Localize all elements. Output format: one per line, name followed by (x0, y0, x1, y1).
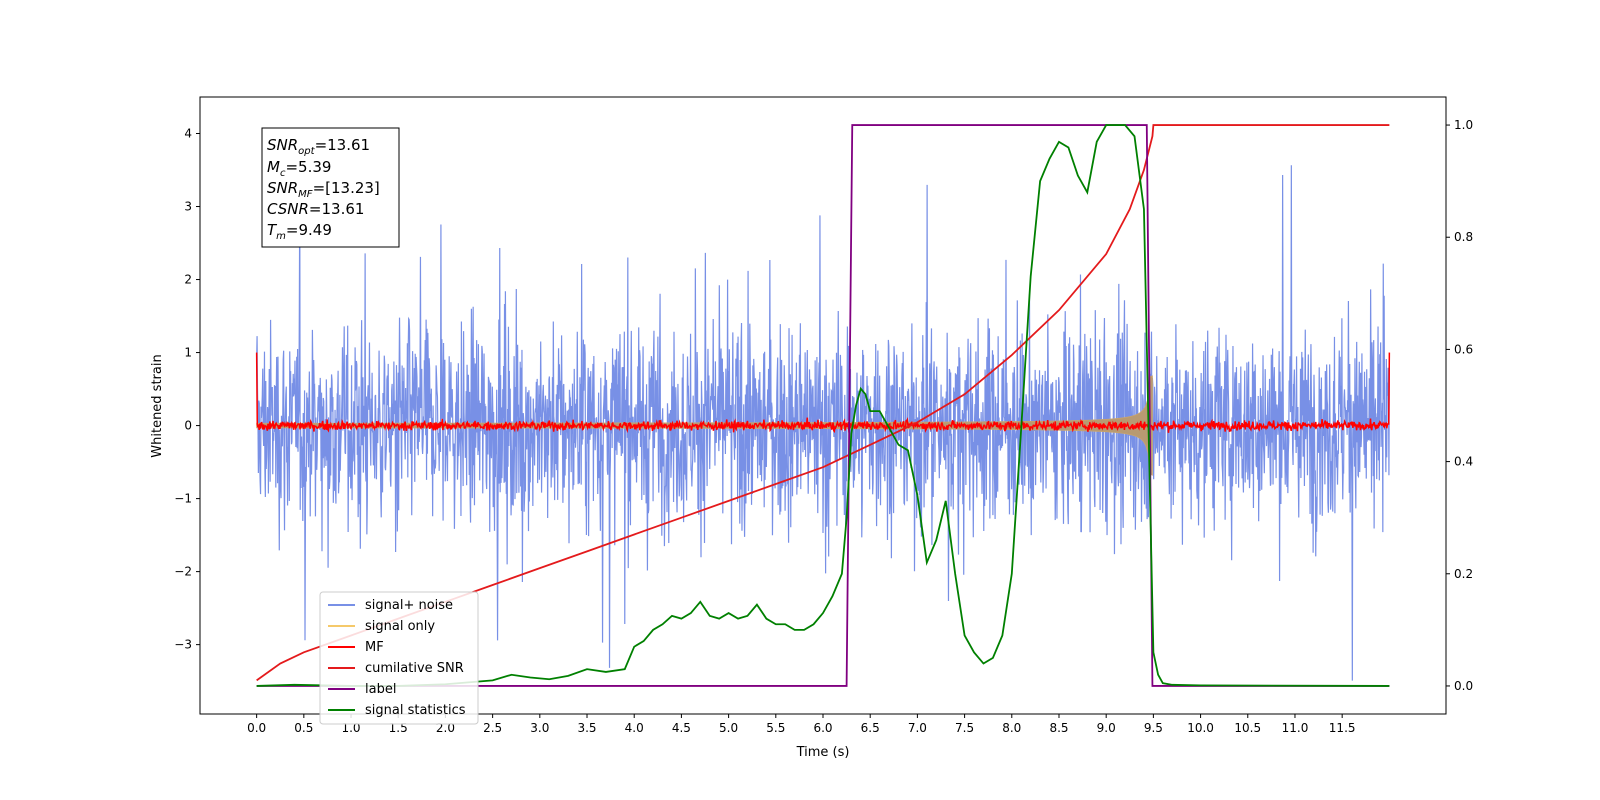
x-tick-label: 10.5 (1234, 721, 1261, 735)
legend-item-signal-noise: signal+ noise (328, 598, 453, 613)
y-left-tick-label: −1 (174, 492, 192, 506)
legend-label-signal-statistics: signal statistics (365, 703, 466, 718)
y-left-tick-label: 3 (184, 200, 192, 214)
x-tick-label: 8.0 (1002, 721, 1021, 735)
y-left-tick-label: −3 (174, 638, 192, 652)
x-tick-label: 5.0 (719, 721, 738, 735)
annotation-line-mc: Mc=5.39 (267, 158, 331, 179)
y-right-tick-label: 0.2 (1454, 567, 1473, 581)
y-right-tick-label: 0.8 (1454, 230, 1473, 244)
x-tick-label: 8.5 (1049, 721, 1068, 735)
x-tick-label: 11.5 (1329, 721, 1356, 735)
legend-label-mf: MF (365, 640, 384, 655)
legend-item-signal-statistics: signal statistics (328, 703, 466, 718)
annotation-box (261, 127, 400, 248)
y-right-tick-label: 0.0 (1454, 679, 1473, 693)
legend-item-cumulative-snr: cumilative SNR (328, 661, 464, 676)
annotation-line-snr-opt: SNRopt=13.61 (267, 136, 370, 157)
x-tick-label: 9.0 (1097, 721, 1116, 735)
x-tick-label: 3.5 (577, 721, 596, 735)
series-mf (255, 352, 1391, 434)
x-tick-label: 0.0 (247, 721, 266, 735)
legend-label-cumulative-snr: cumilative SNR (365, 661, 464, 676)
stats-annotation: SNRopt=13.61 Mc=5.39 SNRMF=[13.23] CSNR=… (261, 127, 400, 248)
legend-item-signal-only: signal only (328, 619, 435, 634)
legend-label-signal-only: signal only (365, 619, 435, 634)
legend-label-signal-noise: signal+ noise (365, 598, 453, 613)
legend-item-label: label (328, 682, 396, 697)
y-left-tick-label: −2 (174, 565, 192, 579)
annotation-line-tm: Tm=9.49 (267, 221, 332, 242)
annotation-line-csnr: CSNR=13.61 (267, 200, 364, 218)
y-left-tick-label: 0 (184, 419, 192, 433)
x-tick-label: 0.5 (294, 721, 313, 735)
x-axis-label: Time (s) (796, 745, 850, 760)
y-right-tick-label: 1.0 (1454, 118, 1473, 132)
legend-item-mf: MF (328, 640, 384, 655)
x-tick-label: 9.5 (1144, 721, 1163, 735)
y-left-tick-label: 1 (184, 346, 192, 360)
series-signal-statistics (256, 124, 1390, 687)
y-axis-left: −3 −2 −1 0 1 2 3 4 (174, 127, 200, 652)
legend: signal+ noise signal only MF cumilative … (319, 591, 479, 725)
series-signal-noise (256, 165, 1390, 681)
y-right-tick-label: 0.4 (1454, 455, 1473, 469)
y-axis-label: Whitened strain (150, 354, 165, 457)
x-tick-label: 6.5 (861, 721, 880, 735)
x-tick-label: 4.5 (672, 721, 691, 735)
y-left-tick-label: 4 (184, 127, 192, 141)
x-tick-label: 5.5 (766, 721, 785, 735)
y-left-tick-label: 2 (184, 273, 192, 287)
annotation-line-snr-mf: SNRMF=[13.23] (267, 179, 380, 200)
x-tick-label: 7.5 (955, 721, 974, 735)
x-tick-label: 7.0 (908, 721, 927, 735)
x-tick-label: 6.0 (813, 721, 832, 735)
x-tick-label: 2.5 (483, 721, 502, 735)
legend-label-label: label (365, 682, 396, 697)
x-tick-label: 11.0 (1282, 721, 1309, 735)
x-tick-label: 3.0 (530, 721, 549, 735)
y-right-tick-label: 0.6 (1454, 342, 1473, 356)
y-axis-right: 0.0 0.2 0.4 0.6 0.8 1.0 (1446, 118, 1473, 693)
x-tick-label: 4.0 (625, 721, 644, 735)
x-tick-label: 10.0 (1187, 721, 1214, 735)
legend-box (319, 591, 479, 725)
